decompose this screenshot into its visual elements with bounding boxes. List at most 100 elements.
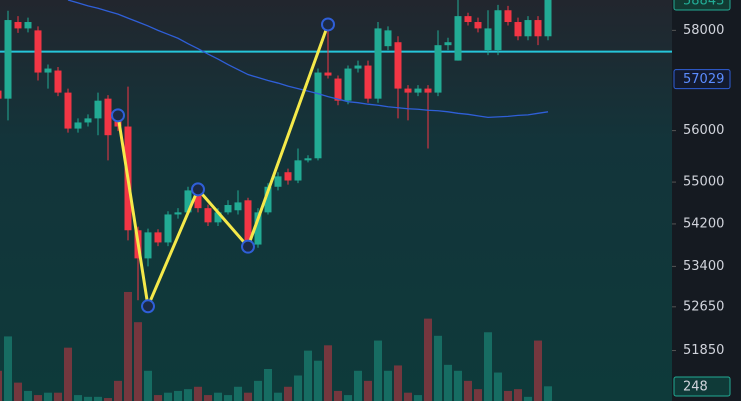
volume-bar [214,392,222,401]
candle-body [94,100,102,119]
y-tick-label: 52650 [683,299,724,314]
y-tick-label: 54200 [683,216,724,231]
candle-body [514,22,522,37]
volume-bar [404,392,412,401]
volume-bar [114,380,122,401]
volume-bar [0,370,2,401]
candle-body [504,10,512,23]
volume-bar [44,392,52,401]
candle-body [474,22,482,29]
candle-body [444,42,452,46]
y-tick-label: 56000 [683,123,724,138]
candle-body [74,122,82,129]
candle-body [464,16,472,23]
volume-bar [374,340,382,401]
volume-bar [384,370,392,401]
volume-bar [254,380,262,401]
volume-bar [324,345,332,401]
volume-bar [164,392,172,401]
volume-bar [344,395,352,401]
last-volume-label-box [673,376,731,397]
candle-body [364,65,372,99]
candle-body [264,186,272,213]
volume-bar [154,395,162,401]
volume-bar [264,369,272,401]
volume-bar [184,389,192,401]
volume-bar [514,389,522,401]
candle-body [524,20,532,37]
zigzag-point [321,17,335,32]
volume-bar [14,382,22,401]
volume-bar [544,386,552,401]
volume-bar [494,372,502,401]
ma-label: 57029 [683,72,724,87]
candle-body [484,28,492,51]
candle-body [434,45,442,93]
volume-bar [364,380,372,401]
volume-bar [244,392,252,401]
candle-body [544,0,552,37]
candle-body [184,190,192,213]
candle-body [454,16,462,61]
zigzag-point [111,108,125,123]
ma-label-box [673,69,731,90]
volume-bar [394,365,402,401]
candle-body [314,72,322,159]
candle-body [34,30,42,73]
candle-body [44,68,52,73]
candle-body [84,118,92,123]
last-price-label: 58843 [683,0,724,9]
zigzag-point [241,239,255,254]
candle-body [274,176,282,187]
candle-body [404,88,412,93]
candle-body [304,158,312,161]
volume-bar [24,390,32,401]
volume-bar [34,395,42,401]
candle-body [244,200,252,241]
candle-body [104,98,112,136]
candle-body [374,28,382,99]
candle-body [384,30,392,47]
candle-body [174,212,182,215]
volume-bar [314,360,322,401]
volume-bar [454,370,462,401]
volume-bar [144,370,152,401]
candle-body [0,90,2,99]
volume-bar [194,386,202,401]
candle-body [234,202,242,211]
candle-body [64,92,72,129]
volume-bar [64,347,72,401]
candle-body [424,88,432,93]
volume-bar [474,389,482,401]
candle-body [224,205,232,213]
price-axis [672,0,741,401]
volume-bar [54,392,62,401]
volume-bar [124,291,132,401]
volume-bar [434,335,442,401]
y-tick-label: 53400 [683,259,724,274]
candle-body [324,72,332,76]
volume-bar [304,350,312,401]
volume-bar [444,364,452,401]
volume-bar [204,395,212,401]
candle-body [4,20,12,99]
candle-body [284,172,292,181]
candle-body [334,78,342,101]
volume-bar [424,318,432,401]
volume-bar [94,396,102,401]
candle-body [534,20,542,37]
volume-bar [224,395,232,401]
volume-bar [294,375,302,401]
volume-bar [354,370,362,401]
volume-bar [534,340,542,401]
volume-bar [104,398,112,401]
volume-bar [74,395,82,401]
volume-bar [234,386,242,401]
candle-body [164,214,172,243]
moving-average [67,0,549,119]
zigzag-point [141,299,155,314]
axis-labels: 58000 56000 55000 54200 53400 52650 51850 58843… [672,0,731,397]
candle-body [294,160,302,181]
